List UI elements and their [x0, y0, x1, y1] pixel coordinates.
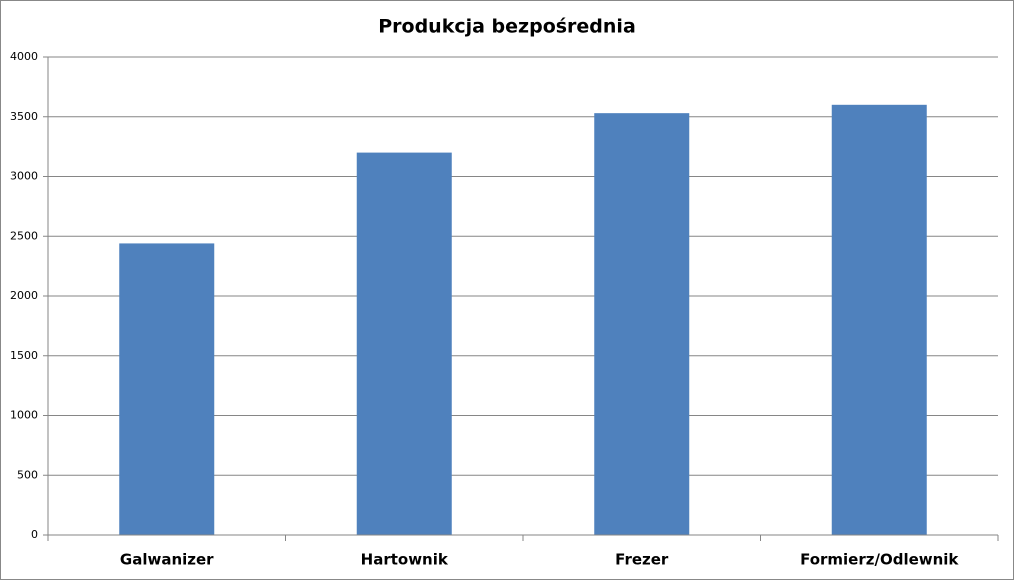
- bar: [831, 104, 927, 536]
- y-tick-label: 500: [17, 468, 38, 481]
- y-tick-label: 0: [31, 528, 38, 541]
- x-tick-label: Hartownik: [361, 551, 449, 569]
- y-tick-label: 4000: [10, 50, 38, 63]
- x-tick-label: Frezer: [615, 551, 669, 569]
- bar: [119, 243, 215, 536]
- chart-title: Produkcja bezpośrednia: [378, 16, 636, 38]
- y-tick-label: 3500: [10, 110, 38, 123]
- y-tick-label: 2000: [10, 289, 38, 302]
- x-tick-label: Galwanizer: [120, 551, 214, 569]
- bar: [356, 152, 452, 535]
- x-tick-label: Formierz/Odlewnik: [800, 551, 959, 569]
- bar: [594, 113, 690, 535]
- y-tick-label: 1500: [10, 349, 38, 362]
- y-tick-label: 3000: [10, 170, 38, 183]
- y-tick-label: 1000: [10, 409, 38, 422]
- y-tick-label: 2500: [10, 229, 38, 242]
